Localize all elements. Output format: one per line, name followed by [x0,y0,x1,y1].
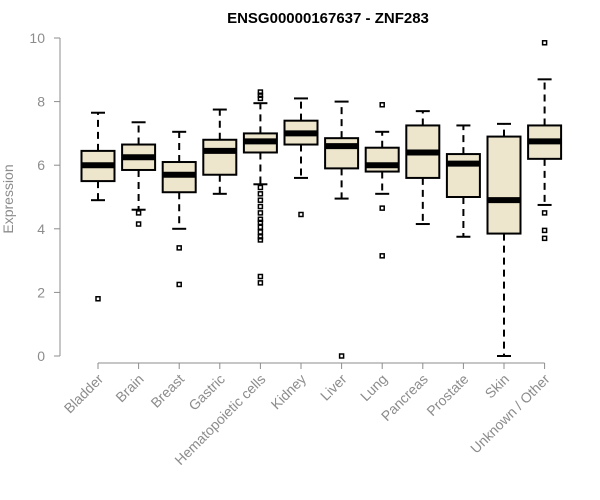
y-axis-label: Expression [0,164,16,233]
x-tick-label: Prostate [423,371,471,419]
outlier-point [257,280,264,286]
outlier-point [257,229,264,235]
outlier-point [257,273,264,280]
box-0 [80,111,116,302]
x-tick-label: Breast [147,371,187,411]
box-iqr [445,153,481,199]
outlier-point [257,210,264,216]
box-3 [202,108,238,195]
outlier-point [257,219,264,226]
box-6 [324,100,360,359]
box-4 [242,89,278,286]
outlier-point [541,235,548,242]
box-2 [161,130,197,288]
x-tick-label: Liver [317,371,350,404]
x-tick-label: Bladder [61,371,107,417]
chart-title: ENSG00000167637 - ZNF283 [227,10,429,27]
outlier-point [541,40,548,46]
outlier-point [135,210,142,216]
y-axis: 0 2 4 6 8 10 [29,30,61,364]
outlier-point [257,203,264,210]
box-iqr [202,138,238,176]
box-10 [486,122,522,357]
outlier-point [338,353,345,359]
outlier-point [95,296,101,302]
outlier-point [257,237,264,243]
outlier-point [298,211,304,218]
y-tick-label: 2 [37,284,45,300]
x-tick-label: Brain [112,371,146,405]
outlier-point [541,210,548,216]
outlier-point [176,281,182,288]
outlier-point [257,191,264,197]
y-tick-label: 6 [37,157,45,173]
y-tick-label: 4 [37,221,45,237]
box-iqr [324,137,360,170]
y-tick-label: 10 [29,30,45,46]
box-7 [364,102,400,259]
outlier-point [257,234,264,240]
outlier-point [257,224,264,230]
outlier-point [257,184,264,191]
box-series [80,40,563,359]
outlier-point [257,92,264,98]
outlier-point [379,253,385,259]
outlier-point [257,216,264,223]
outlier-point [176,245,182,251]
y-tick-label: 0 [37,348,45,364]
x-tick-label: Lung [357,371,390,404]
outlier-point [135,221,142,227]
outlier-point [379,102,385,108]
box-11 [527,40,563,242]
outlier-point [379,205,385,211]
box-1 [121,121,157,227]
x-tick-label: Skin [482,371,513,402]
box-iqr [486,135,522,235]
outlier-point [541,227,548,234]
x-tick-label: Kidney [268,371,310,413]
outlier-point [257,95,264,102]
box-8 [405,110,441,226]
outlier-point [257,197,264,203]
box-9 [445,124,481,238]
box-5 [283,97,319,218]
y-tick-label: 8 [37,94,45,110]
outlier-point [257,89,264,95]
